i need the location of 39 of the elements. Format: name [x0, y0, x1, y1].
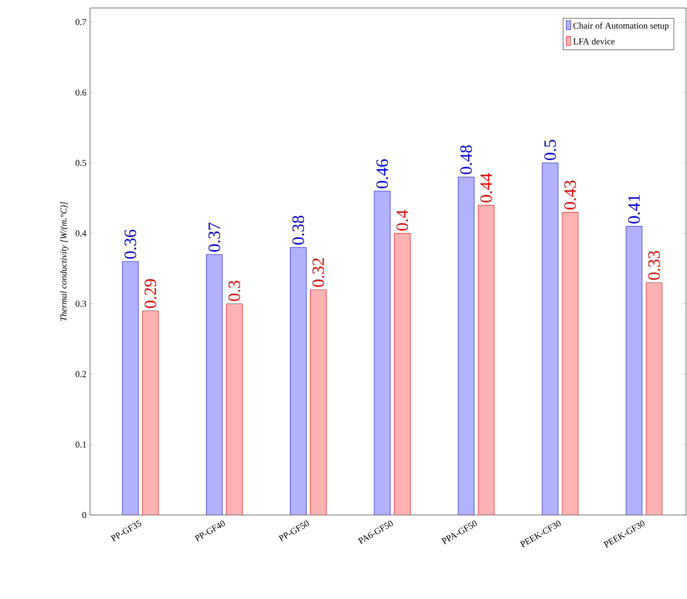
data-label: 0.44 [480, 173, 492, 202]
bar [374, 190, 390, 515]
bar [122, 261, 139, 515]
data-label: 0.41 [628, 195, 640, 224]
legend-label: LFA device [573, 38, 615, 44]
y-tick-label: 0.3 [76, 300, 86, 307]
data-label: 0.36 [124, 230, 136, 259]
bar [646, 282, 662, 515]
y-tick-label: 0.7 [76, 19, 86, 26]
y-tick-label: 0.6 [76, 89, 86, 96]
data-label: 0.3 [228, 280, 240, 301]
y-axis-title: Thermal conductivity [W/(m.°C)] [60, 202, 68, 321]
y-tick-label: 0.4 [76, 230, 86, 236]
bar [142, 310, 159, 515]
y-tick-label: 0.2 [76, 371, 86, 378]
y-tick-label: 0.5 [76, 160, 86, 166]
data-label: 0.5 [544, 140, 556, 160]
data-label: 0.32 [312, 258, 324, 287]
bar [226, 304, 243, 515]
bar [562, 212, 578, 515]
bar [206, 254, 223, 515]
bar [542, 162, 558, 515]
bar [458, 176, 474, 515]
bar [626, 226, 642, 515]
data-label: 0.48 [460, 145, 472, 174]
data-label: 0.29 [144, 279, 156, 308]
bar [310, 289, 326, 515]
data-label: 0.43 [564, 180, 576, 210]
data-label: 0.46 [376, 159, 388, 188]
bar [290, 247, 306, 515]
bar [394, 233, 410, 515]
y-tick-label: 0.1 [76, 442, 86, 448]
data-label: 0.33 [648, 250, 660, 280]
data-label: 0.37 [208, 222, 220, 252]
data-label: 0.38 [292, 216, 304, 245]
legend-label: Chair of Automation setup [573, 22, 669, 31]
y-tick-label: 0 [82, 512, 86, 518]
data-label: 0.4 [396, 210, 408, 230]
bar [478, 204, 494, 515]
